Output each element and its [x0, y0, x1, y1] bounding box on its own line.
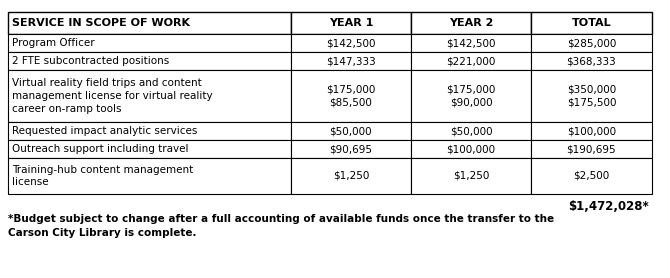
Bar [291, 34, 411, 52]
Text: $368,333: $368,333 [567, 56, 616, 66]
Bar [411, 70, 531, 122]
Bar [411, 158, 531, 194]
Bar [8, 158, 291, 194]
Text: 2 FTE subcontracted positions: 2 FTE subcontracted positions [12, 56, 170, 66]
Text: SERVICE IN SCOPE OF WORK: SERVICE IN SCOPE OF WORK [12, 18, 190, 28]
Bar [411, 12, 531, 34]
Text: $1,250: $1,250 [453, 171, 489, 181]
Text: $147,333: $147,333 [326, 56, 376, 66]
Bar [8, 12, 291, 34]
Bar [531, 140, 651, 158]
Text: $175,000
$90,000: $175,000 $90,000 [446, 85, 496, 107]
Text: Program Officer: Program Officer [12, 38, 94, 48]
Text: Carson City Library is complete.: Carson City Library is complete. [8, 228, 196, 238]
Bar [531, 52, 651, 70]
Text: $1,472,028*: $1,472,028* [567, 200, 649, 213]
Bar [531, 158, 651, 194]
Text: $175,000
$85,500: $175,000 $85,500 [326, 85, 376, 107]
Text: Training-hub content management
license: Training-hub content management license [12, 165, 193, 187]
Text: $221,000: $221,000 [446, 56, 496, 66]
Bar [8, 52, 291, 70]
Bar [411, 52, 531, 70]
Text: $50,000: $50,000 [330, 126, 373, 136]
Text: *Budget subject to change after a full accounting of available funds once the tr: *Budget subject to change after a full a… [8, 214, 554, 224]
Bar [291, 122, 411, 140]
Text: $350,000
$175,500: $350,000 $175,500 [567, 85, 616, 107]
Bar [531, 122, 651, 140]
Bar [8, 34, 291, 52]
Text: TOTAL: TOTAL [572, 18, 611, 28]
Text: $50,000: $50,000 [450, 126, 492, 136]
Bar [291, 70, 411, 122]
Bar [8, 122, 291, 140]
Bar [291, 12, 411, 34]
Bar [531, 12, 651, 34]
Text: $1,250: $1,250 [333, 171, 369, 181]
Bar [8, 70, 291, 122]
Text: Requested impact analytic services: Requested impact analytic services [12, 126, 198, 136]
Bar [291, 158, 411, 194]
Bar [8, 140, 291, 158]
Text: $100,000: $100,000 [567, 126, 616, 136]
Bar [531, 34, 651, 52]
Text: $285,000: $285,000 [567, 38, 616, 48]
Bar [411, 140, 531, 158]
Bar [411, 34, 531, 52]
Text: $2,500: $2,500 [574, 171, 610, 181]
Text: $100,000: $100,000 [447, 144, 496, 154]
Text: YEAR 2: YEAR 2 [449, 18, 493, 28]
Text: $190,695: $190,695 [567, 144, 616, 154]
Bar [291, 140, 411, 158]
Bar [291, 52, 411, 70]
Bar [411, 122, 531, 140]
Text: $90,695: $90,695 [330, 144, 373, 154]
Text: Outreach support including travel: Outreach support including travel [12, 144, 188, 154]
Text: YEAR 1: YEAR 1 [329, 18, 373, 28]
Text: $142,500: $142,500 [446, 38, 496, 48]
Text: $142,500: $142,500 [326, 38, 376, 48]
Bar [531, 70, 651, 122]
Text: Virtual reality field trips and content
management license for virtual reality
c: Virtual reality field trips and content … [12, 78, 212, 114]
